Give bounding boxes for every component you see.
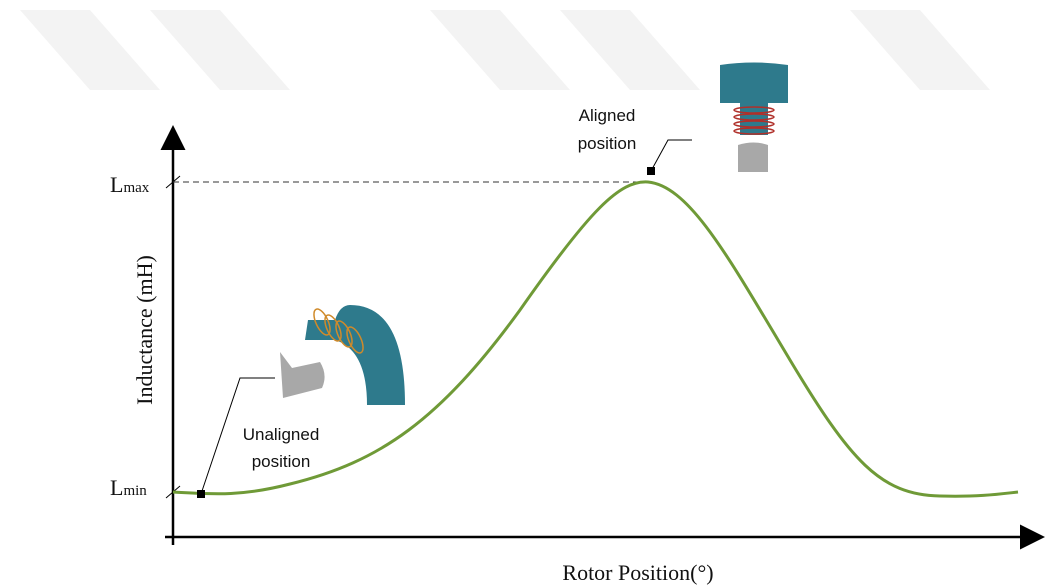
subscript: max: [123, 180, 149, 196]
watermark: [20, 10, 990, 90]
lmax-label: Lmax: [110, 172, 150, 197]
lmin-label: Lmin: [110, 475, 147, 500]
symbol: L: [110, 172, 123, 197]
annotation: position: [252, 452, 311, 471]
annotation: position: [578, 134, 637, 153]
annotation: Aligned: [579, 106, 636, 125]
annotation: Unaligned: [243, 425, 320, 444]
inductance-curve: [172, 180, 1019, 498]
aligned-icon: [720, 62, 788, 172]
leader: [200, 377, 275, 495]
subscript: min: [123, 483, 147, 499]
symbol: L: [110, 475, 123, 500]
unaligned-icon: [280, 305, 405, 405]
x-axis-label: Rotor Position(°): [562, 560, 713, 585]
y-axis-label: Inductance (mH): [132, 255, 157, 405]
leader: [650, 139, 692, 172]
